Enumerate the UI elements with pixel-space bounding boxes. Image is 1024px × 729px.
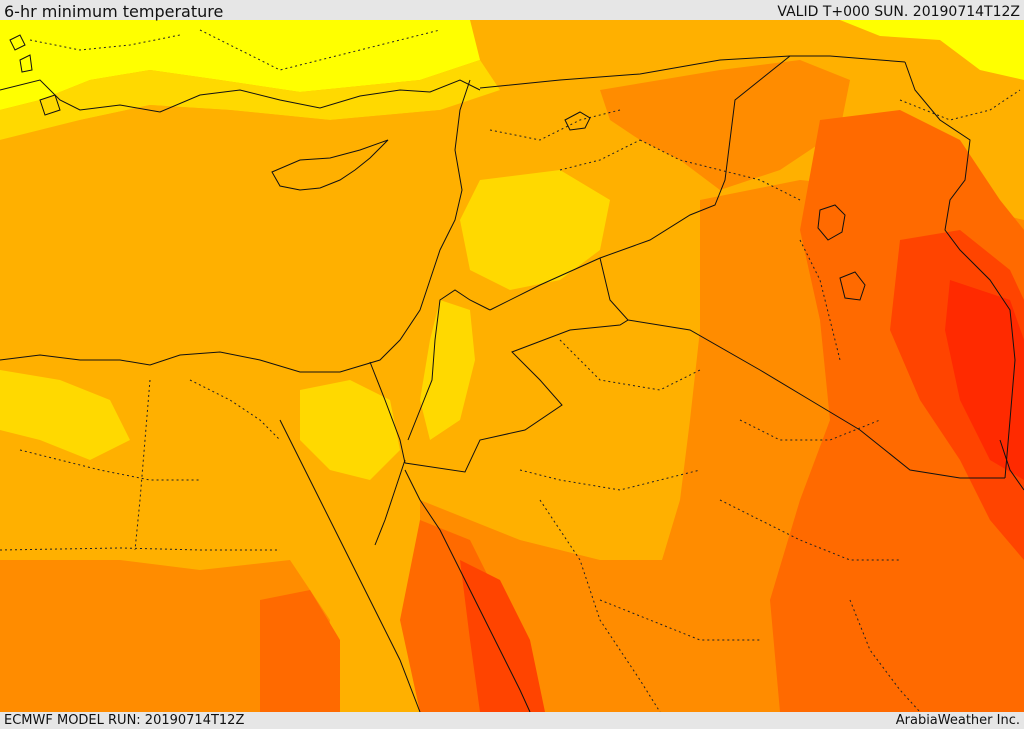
yellow-zone-north: [0, 60, 500, 140]
light-yellow-zone-ne: [840, 20, 1024, 80]
dark-orange-zone-egypt: [260, 590, 340, 712]
orange-zone-egypt-south: [0, 560, 330, 712]
cyprus-outline: [271, 139, 389, 191]
valid-time: VALID T+000 SUN. 20190714T12Z: [777, 4, 1020, 20]
red-zone-red-sea-coast: [460, 560, 545, 712]
arabian-red-sea-coast: [404, 469, 531, 712]
yellow-zone-syria: [460, 170, 610, 290]
gulf-of-suez-coast: [279, 419, 421, 712]
border-levant-inner: [407, 289, 491, 441]
internal-boundaries: [0, 29, 1021, 712]
title-bar: [0, 0, 1024, 20]
lake-tharthar: [817, 204, 846, 241]
model-run-label: ECMWF MODEL RUN: 20190714T12Z: [4, 713, 245, 728]
temperature-map: [0, 20, 1024, 712]
persian-gulf-coast: [999, 439, 1024, 491]
yellow-zone-jordan-valley: [420, 300, 475, 440]
border-jordan-saudi: [404, 257, 629, 473]
border-iraq-iran: [904, 61, 1016, 479]
turkey-coastline: [0, 79, 481, 113]
aegean-islands: [9, 34, 61, 116]
gulf-of-aqaba-coast: [374, 459, 406, 546]
border-iraq-saudi: [627, 319, 1005, 479]
footer-bar: [0, 712, 1024, 729]
light-yellow-zone-north: [0, 20, 480, 110]
orange-zone-north-syria: [600, 60, 850, 190]
map-title: 6-hr minimum temperature: [4, 2, 224, 21]
mediterranean-sea: [0, 105, 450, 375]
lake-assad: [564, 111, 591, 131]
lake-habbaniyah: [839, 271, 866, 301]
levant-coastline: [0, 79, 471, 373]
yellow-zone-sinai: [300, 380, 400, 480]
yellow-zone-egypt-west: [0, 370, 130, 460]
red-zone-kuwait: [945, 280, 1024, 480]
border-syria-turkey: [479, 55, 906, 89]
border-egypt-israel: [369, 361, 406, 464]
credit-label: ArabiaWeather Inc.: [895, 713, 1020, 728]
border-syria-iraq: [489, 55, 791, 311]
